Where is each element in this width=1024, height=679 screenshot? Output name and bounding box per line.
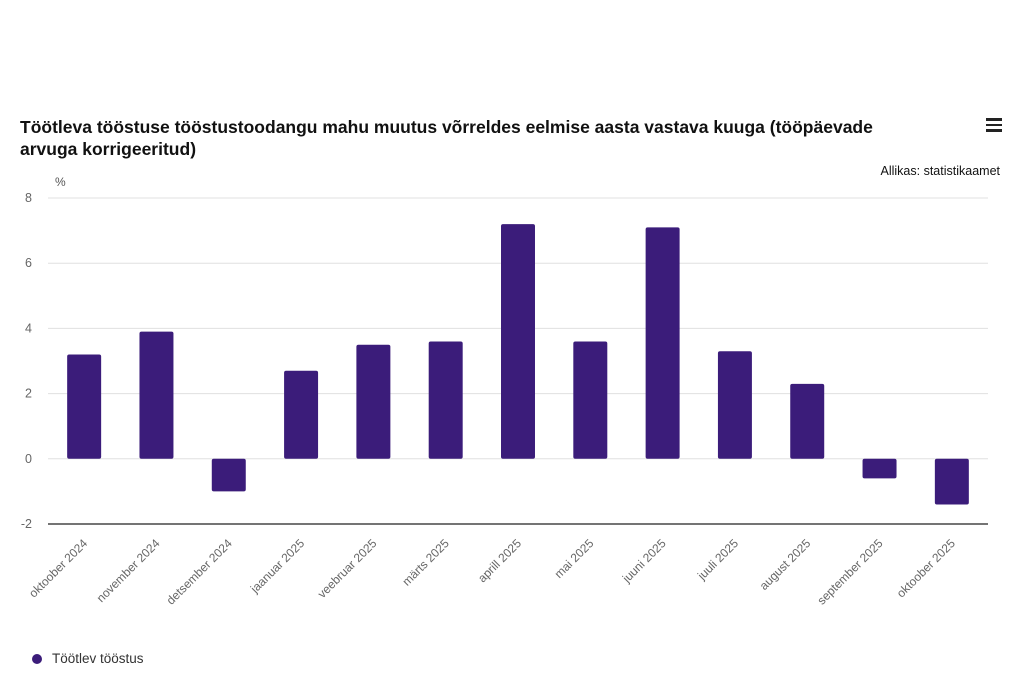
y-tick-label: 4: [25, 321, 32, 335]
x-tick-label: detsember 2024: [164, 536, 235, 607]
bar: [573, 341, 608, 459]
bar: [717, 351, 752, 459]
x-tick-label: juuni 2025: [619, 536, 669, 586]
y-tick-label: 0: [25, 452, 32, 466]
x-tick-label: jaanuar 2025: [247, 536, 307, 596]
bar: [211, 458, 246, 492]
legend-item[interactable]: Töötlev tööstus: [32, 651, 144, 666]
bar: [67, 354, 102, 459]
bar: [501, 224, 535, 459]
x-tick-label: veebruar 2025: [315, 536, 380, 601]
bar: [284, 370, 319, 459]
y-tick-label: 8: [25, 191, 32, 205]
y-tick-label: -2: [21, 517, 32, 531]
bar: [139, 331, 174, 459]
bar: [428, 341, 463, 459]
bar: [862, 458, 897, 479]
x-tick-label: juuli 2025: [694, 536, 741, 583]
y-tick-label: 2: [25, 387, 32, 401]
x-tick-label: august 2025: [757, 536, 814, 593]
x-tick-label: oktoober 2024: [26, 536, 90, 600]
legend-marker-icon: [32, 653, 42, 664]
bar: [934, 458, 969, 505]
bar: [790, 383, 825, 459]
x-tick-label: oktoober 2025: [894, 536, 958, 600]
legend-label: Töötlev tööstus: [52, 651, 144, 666]
hamburger-menu-icon[interactable]: [984, 116, 1006, 134]
x-tick-label: märts 2025: [399, 536, 452, 589]
bar: [645, 227, 680, 459]
chart-title: Töötleva tööstuse tööstustoodangu mahu m…: [20, 117, 873, 159]
x-tick-label: mai 2025: [552, 536, 597, 581]
x-tick-label: september 2025: [814, 536, 885, 607]
y-tick-label: 6: [25, 256, 32, 270]
x-tick-label: aprill 2025: [475, 536, 524, 585]
y-axis-unit: %: [55, 175, 66, 189]
bar: [356, 344, 391, 459]
source-label: Allikas: statistikaamet: [880, 164, 1000, 178]
x-tick-label: november 2024: [94, 536, 163, 605]
